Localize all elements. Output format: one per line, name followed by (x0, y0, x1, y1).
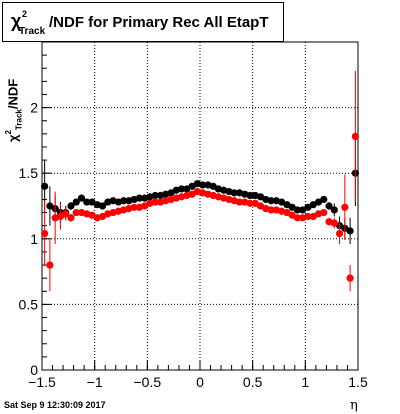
data-point (341, 203, 349, 211)
ylabel-superscript: 2 (4, 130, 13, 135)
grid-lines (42, 42, 358, 370)
y-axis-label: χ2Track/NDF (2, 78, 32, 142)
data-point (67, 202, 75, 210)
ylabel-subscript: Track (14, 109, 24, 131)
chart-title: χ 2 Track /NDF for Primary Rec All EtapT (2, 2, 284, 42)
data-point (77, 194, 86, 202)
x-tick-label: −1 (87, 374, 103, 390)
data-point (320, 195, 328, 204)
data-point (246, 191, 254, 200)
data-point (293, 206, 302, 214)
title-subscript: Track (19, 26, 46, 37)
data-point (120, 197, 128, 205)
data-marks (41, 70, 359, 292)
ylabel-text: /NDF (5, 78, 21, 110)
title-superscript: 2 (22, 9, 28, 19)
x-tick-label: 0.5 (243, 374, 263, 390)
y-tick-label: 2 (30, 100, 38, 116)
data-point (246, 199, 254, 207)
x-tick-label: 0 (196, 374, 204, 390)
data-point (346, 227, 354, 235)
data-point (46, 261, 54, 269)
x-tick-label: −0.5 (134, 374, 162, 390)
y-tick-label: 1 (30, 231, 38, 247)
data-point (130, 203, 138, 211)
title-text: /NDF for Primary Rec All EtapT (49, 14, 269, 31)
data-point (177, 185, 186, 193)
data-point (235, 198, 244, 206)
data-point (199, 181, 207, 189)
x-tick-label: 1 (301, 374, 309, 390)
data-point (304, 212, 312, 221)
data-point (41, 229, 49, 238)
timestamp: Sat Sep 9 12:30:09 2017 (4, 400, 106, 410)
data-point (98, 202, 107, 210)
data-point (330, 206, 338, 214)
data-point (335, 229, 344, 238)
data-point (230, 189, 238, 197)
y-tick-label: 0.5 (19, 296, 39, 312)
data-point (72, 198, 80, 206)
data-point (320, 208, 328, 217)
x-tick-label: −1.5 (28, 374, 56, 390)
data-point (330, 219, 338, 227)
data-point (83, 198, 91, 206)
data-point (62, 210, 70, 218)
data-point (151, 191, 159, 200)
data-point (267, 197, 275, 205)
data-point (67, 214, 75, 222)
x-tick-label: 1.5 (348, 374, 368, 390)
data-point (267, 206, 275, 214)
data-point (325, 202, 333, 210)
data-point (346, 274, 354, 282)
ylabel-chi-symbol: χ (5, 134, 21, 142)
data-point (135, 194, 144, 202)
title-chi-symbol: χ (11, 11, 22, 31)
y-tick-label: 1.5 (19, 165, 39, 181)
data-point (351, 132, 359, 141)
data-point (151, 198, 159, 206)
x-axis-label: η (350, 398, 358, 413)
data-point (41, 182, 49, 190)
y-tick-label: 0 (30, 362, 38, 378)
data-point (293, 214, 302, 222)
tick-labels: −1.5 −1 −0.5 0 0.5 1 1.5 0 0.5 1 1.5 2 (19, 100, 368, 390)
data-point (72, 208, 80, 217)
